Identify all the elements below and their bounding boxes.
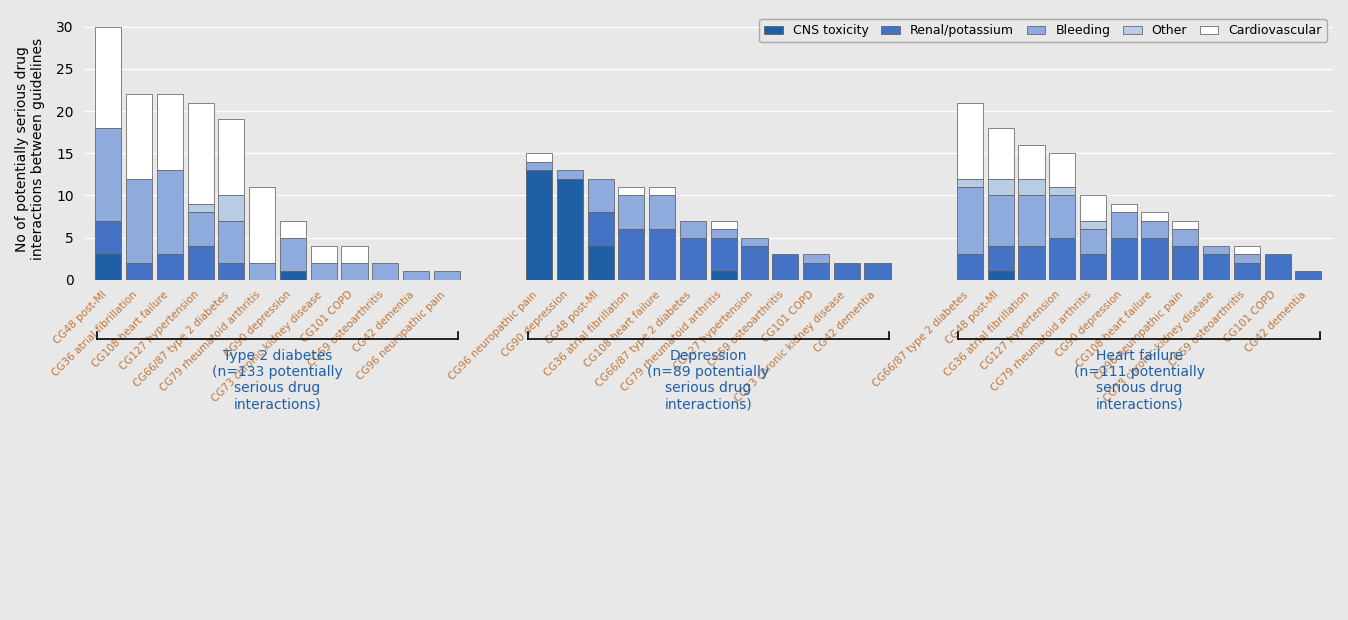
Bar: [1264, 254, 1290, 280]
Bar: [372, 263, 398, 280]
Y-axis label: No of potentially serious drug
interactions between guidelines: No of potentially serious drug interacti…: [15, 38, 46, 260]
Bar: [249, 187, 275, 263]
Bar: [1202, 254, 1229, 280]
Bar: [1173, 229, 1198, 246]
Legend: CNS toxicity, Renal/potassium, Bleeding, Other, Cardiovascular: CNS toxicity, Renal/potassium, Bleeding,…: [759, 19, 1326, 42]
Bar: [988, 128, 1014, 179]
Bar: [341, 263, 368, 280]
Bar: [526, 162, 553, 170]
Bar: [988, 272, 1014, 280]
Bar: [218, 263, 244, 280]
Bar: [1049, 195, 1076, 237]
Bar: [988, 179, 1014, 195]
Bar: [96, 27, 121, 128]
Bar: [803, 254, 829, 263]
Bar: [957, 254, 983, 280]
Bar: [710, 237, 737, 272]
Bar: [772, 254, 798, 280]
Bar: [280, 221, 306, 237]
Bar: [156, 254, 183, 280]
Bar: [988, 246, 1014, 272]
Bar: [187, 246, 214, 280]
Bar: [1111, 237, 1136, 280]
Bar: [1233, 254, 1260, 263]
Bar: [1049, 237, 1076, 280]
Bar: [341, 246, 368, 263]
Bar: [1233, 246, 1260, 254]
Bar: [218, 221, 244, 263]
Bar: [187, 204, 214, 212]
Bar: [434, 272, 460, 280]
Text: Heart failure
(n=111 potentially
serious drug
interactions): Heart failure (n=111 potentially serious…: [1073, 349, 1205, 412]
Bar: [1018, 179, 1045, 195]
Bar: [557, 179, 582, 280]
Bar: [957, 103, 983, 179]
Bar: [1018, 246, 1045, 280]
Bar: [957, 187, 983, 254]
Bar: [588, 246, 613, 280]
Bar: [187, 212, 214, 246]
Text: Type 2 diabetes
(n=133 potentially
serious drug
interactions): Type 2 diabetes (n=133 potentially serio…: [212, 349, 342, 412]
Bar: [1111, 204, 1136, 212]
Bar: [96, 254, 121, 280]
Bar: [864, 263, 891, 280]
Bar: [526, 153, 553, 162]
Bar: [403, 272, 429, 280]
Bar: [650, 187, 675, 195]
Bar: [679, 221, 706, 237]
Bar: [1295, 272, 1321, 280]
Bar: [803, 263, 829, 280]
Bar: [249, 263, 275, 280]
Bar: [310, 246, 337, 263]
Bar: [1142, 221, 1167, 237]
Bar: [526, 170, 553, 280]
Bar: [310, 263, 337, 280]
Bar: [1049, 187, 1076, 195]
Bar: [156, 170, 183, 254]
Bar: [588, 212, 613, 246]
Bar: [1233, 263, 1260, 280]
Bar: [988, 195, 1014, 246]
Bar: [1173, 221, 1198, 229]
Bar: [1018, 145, 1045, 179]
Bar: [1080, 229, 1107, 254]
Bar: [588, 179, 613, 212]
Bar: [125, 179, 152, 263]
Bar: [1080, 195, 1107, 221]
Bar: [741, 246, 767, 280]
Bar: [1173, 246, 1198, 280]
Bar: [1018, 195, 1045, 246]
Text: Depression
(n=89 potentially
serious drug
interactions): Depression (n=89 potentially serious dru…: [647, 349, 770, 412]
Bar: [679, 237, 706, 280]
Bar: [710, 229, 737, 237]
Bar: [187, 103, 214, 204]
Bar: [619, 195, 644, 229]
Bar: [557, 170, 582, 179]
Bar: [833, 263, 860, 280]
Bar: [1080, 254, 1107, 280]
Bar: [1142, 237, 1167, 280]
Bar: [125, 94, 152, 179]
Bar: [280, 272, 306, 280]
Bar: [1111, 212, 1136, 237]
Bar: [1142, 212, 1167, 221]
Bar: [96, 221, 121, 254]
Bar: [1080, 221, 1107, 229]
Bar: [650, 229, 675, 280]
Bar: [619, 229, 644, 280]
Bar: [96, 128, 121, 221]
Bar: [710, 272, 737, 280]
Bar: [280, 237, 306, 272]
Bar: [741, 237, 767, 246]
Bar: [1049, 153, 1076, 187]
Bar: [710, 221, 737, 229]
Bar: [619, 187, 644, 195]
Bar: [156, 94, 183, 170]
Bar: [957, 179, 983, 187]
Bar: [218, 195, 244, 221]
Bar: [218, 120, 244, 195]
Bar: [650, 195, 675, 229]
Bar: [1202, 246, 1229, 254]
Bar: [125, 263, 152, 280]
